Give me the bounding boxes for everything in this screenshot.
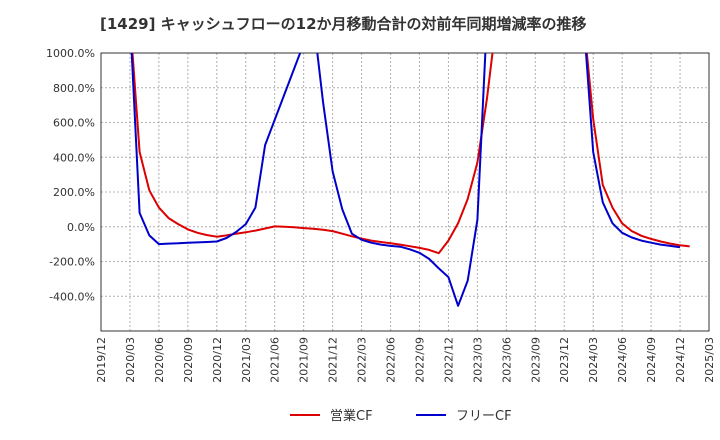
x-tick-label: 2020/09 [182,337,195,383]
y-tick-label: -200.0% [49,256,95,269]
legend-label-operating-cf: 営業CF [330,408,373,424]
y-tick-label: 600.0% [53,117,95,130]
series-layer [130,53,690,307]
x-tick-label: 2023/09 [529,337,542,383]
x-tick-label: 2024/09 [645,337,658,383]
plot-area-border [100,52,710,332]
x-tick-label: 2024/12 [674,337,687,383]
x-tick-label: 2021/12 [327,337,340,383]
x-tick-label: 2022/06 [385,337,398,383]
series-line-operating-cf [131,53,690,255]
y-tick-label: 400.0% [53,151,95,164]
x-tick-label: 2023/12 [558,337,571,383]
y-tick-label: 0.0% [67,221,95,234]
x-tick-label: 2020/12 [211,337,224,383]
x-axis: 2019/12 2020/03 2020/06 2020/09 2020/12 2021/… [95,337,716,383]
x-tick-label: 2024/06 [616,337,629,383]
y-tick-label: -400.0% [49,290,95,303]
x-tick-label: 2021/03 [240,337,253,383]
grid [101,52,709,331]
x-tick-label: 2019/12 [95,337,108,383]
x-tick-label: 2022/03 [356,337,369,383]
x-tick-label: 2020/03 [124,337,137,383]
y-tick-label: 200.0% [53,186,95,199]
x-tick-label: 2021/06 [269,337,282,383]
x-tick-label: 2020/06 [153,337,166,383]
legend: 営業CF フリーCF [290,408,512,424]
x-tick-label: 2023/03 [471,337,484,383]
chart-title: [1429] キャッシュフローの12か月移動合計の対前年同期増減率の推移 [100,15,587,33]
x-tick-label: 2025/03 [703,337,716,383]
x-tick-label: 2022/12 [442,337,455,383]
legend-label-free-cf: フリーCF [456,409,512,424]
x-tick-label: 2021/09 [298,337,311,383]
series-line-free-cf [130,53,681,307]
x-tick-label: 2024/03 [587,337,600,383]
y-axis: 1000.0% 800.0% 600.0% 400.0% 200.0% 0.0% -200.… [46,47,95,303]
x-tick-label: 2022/09 [413,337,426,383]
y-tick-label: 1000.0% [46,47,95,60]
y-tick-label: 800.0% [53,82,95,95]
x-tick-label: 2023/06 [500,337,513,383]
